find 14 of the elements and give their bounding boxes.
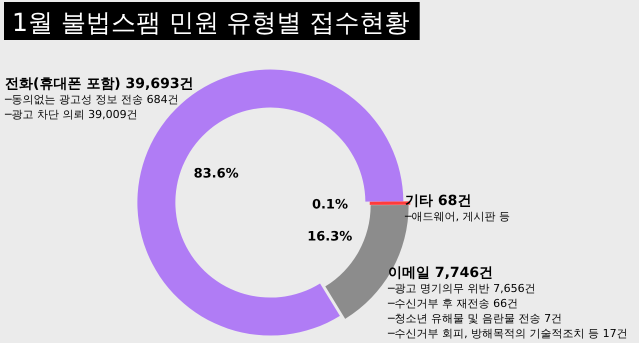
slice-label: 전화(휴대폰 포함) 39,693건 xyxy=(5,76,194,92)
text: ─동의없는 광고성 정보 전송 684건 xyxy=(5,93,179,106)
text: ─애드웨어, 게시판 등 xyxy=(405,210,510,223)
data-label: 0.1% xyxy=(312,198,348,213)
data-label: 83.6% xyxy=(194,166,239,182)
data-label: 16.3% xyxy=(307,230,352,245)
text: ─광고 명기의무 위반 7,656건 xyxy=(388,282,536,295)
text: ─청소년 유해물 및 음란물 전송 7건 xyxy=(388,312,562,325)
slice-label: 기타 68건 xyxy=(405,193,472,209)
slice-label: 이메일 7,746건 xyxy=(388,265,494,281)
text: ─수신거부 회피, 방해목적의 기술적조치 등 17건 xyxy=(388,327,628,340)
text: ─수신거부 후 재전송 66건 xyxy=(388,297,518,310)
text: ─광고 차단 의뢰 39,009건 xyxy=(5,108,138,121)
chart-title: 1월 불법스팸 민원 유형별 접수현황 xyxy=(12,8,410,37)
